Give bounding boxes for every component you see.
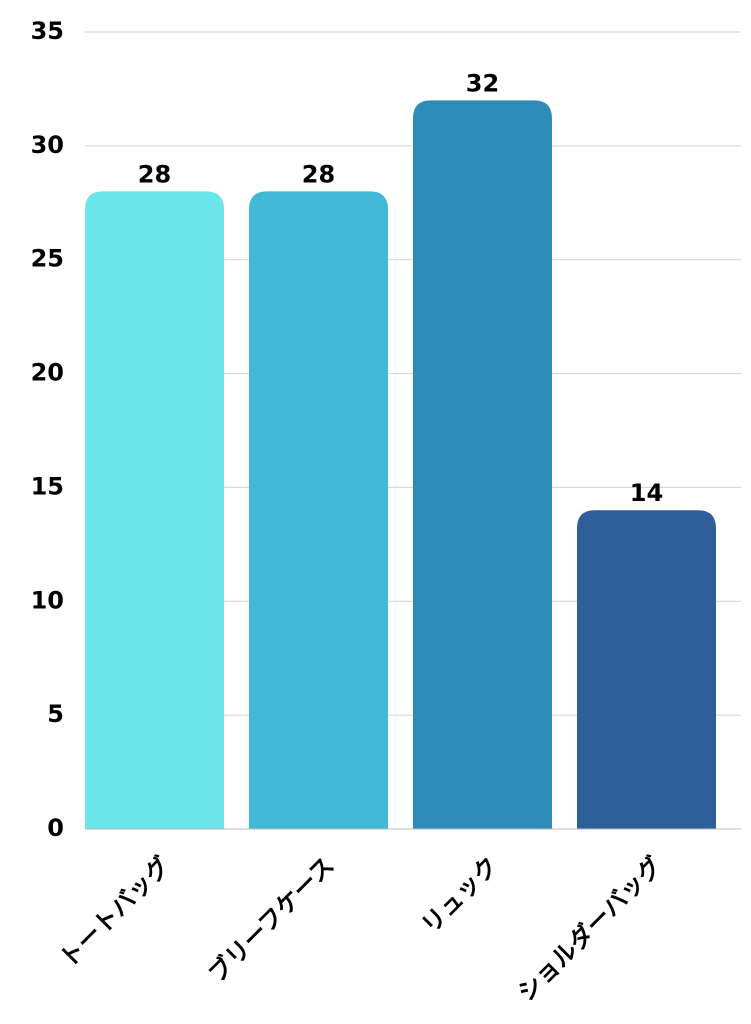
x-tick-label: ショルダーバッグ	[512, 851, 667, 1006]
value-label: 28	[138, 160, 171, 188]
bar	[85, 191, 224, 829]
y-tick-label: 25	[31, 245, 64, 273]
x-tick-label: トートバッグ	[54, 851, 176, 973]
y-tick-label: 0	[47, 814, 64, 842]
bar	[249, 191, 388, 829]
y-tick-label: 15	[31, 472, 64, 500]
bar	[413, 100, 552, 830]
y-tick-label: 35	[31, 17, 64, 45]
y-tick-label: 20	[31, 359, 64, 387]
y-tick-label: 10	[31, 586, 64, 614]
y-tick-label: 30	[31, 131, 64, 159]
x-tick-label: リュック	[416, 851, 504, 939]
value-label: 32	[466, 69, 499, 97]
value-label: 28	[302, 160, 335, 188]
value-label: 14	[630, 479, 663, 507]
x-tick-label: ブリーフケース	[203, 851, 340, 988]
y-tick-label: 5	[47, 700, 64, 728]
bar	[577, 510, 716, 829]
